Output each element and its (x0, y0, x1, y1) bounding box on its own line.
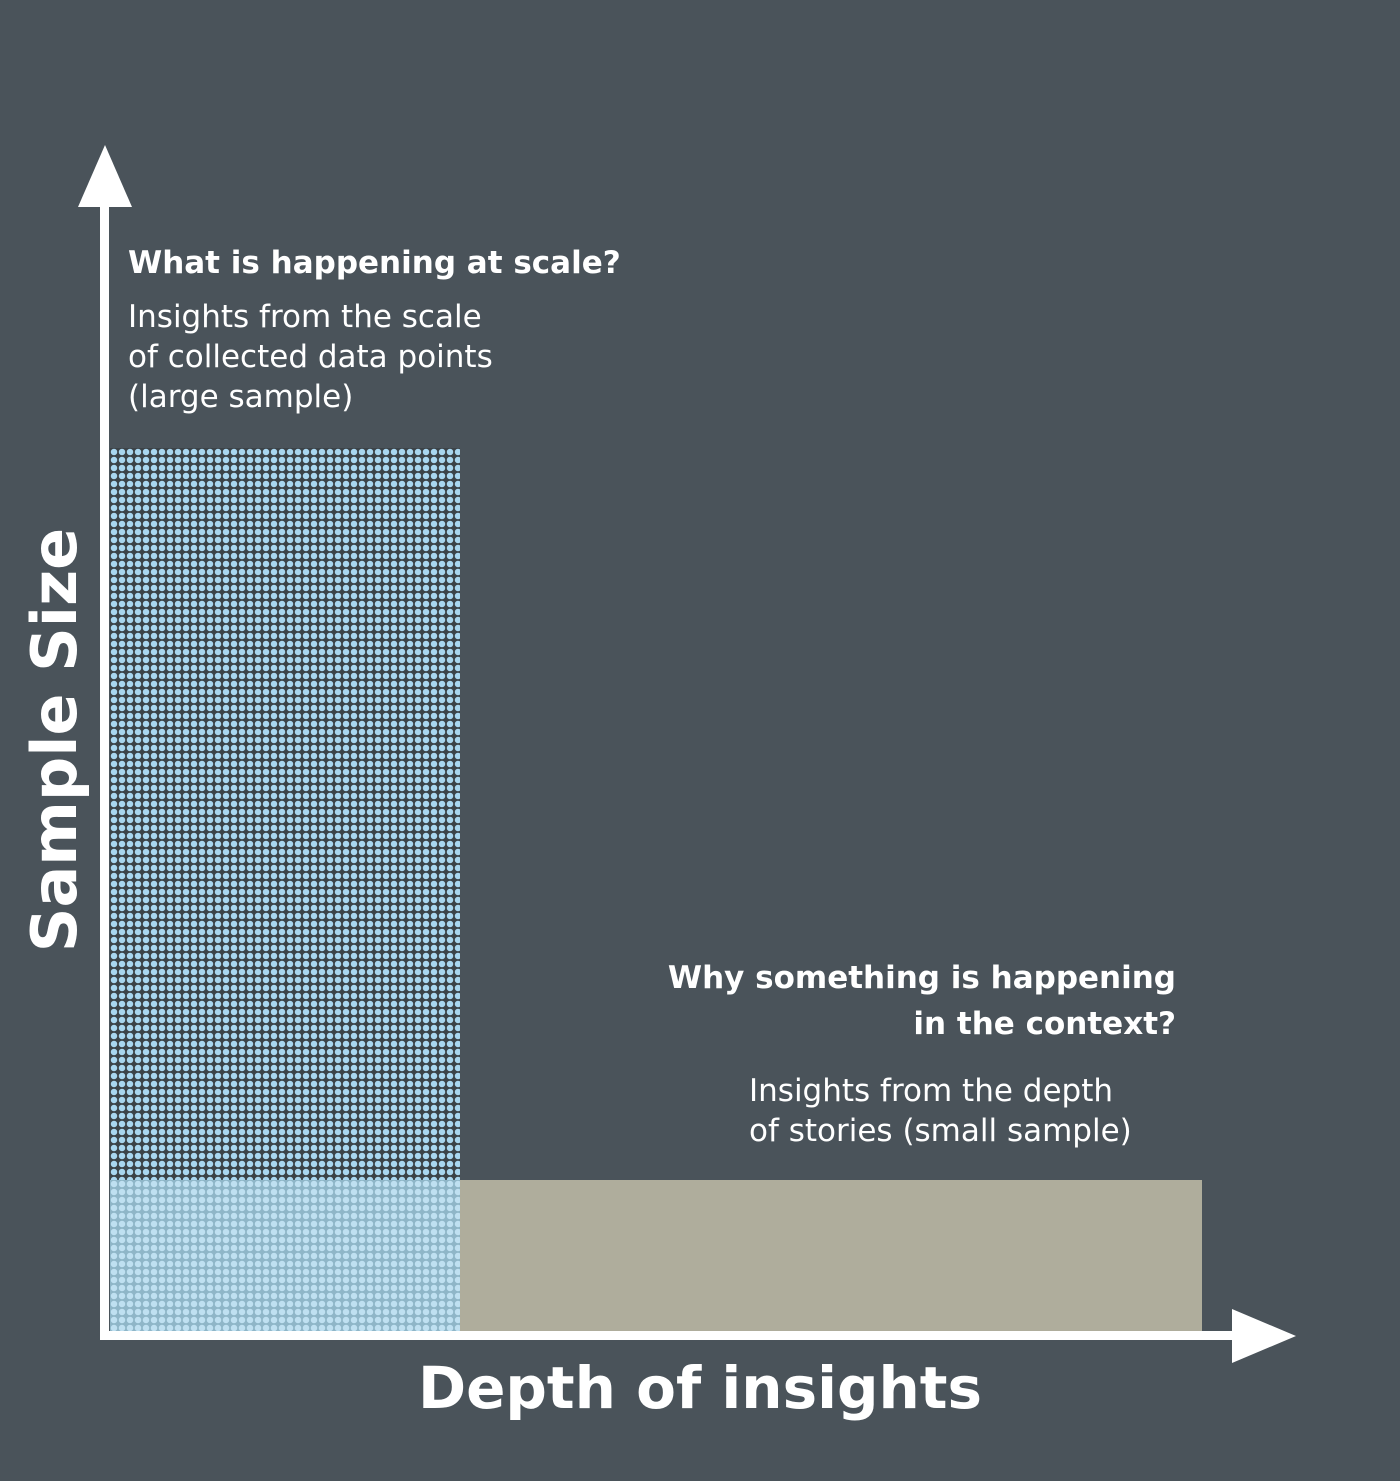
large-sample-description-line: (large sample) (128, 379, 354, 415)
small-sample-heading: Why something is happening in the contex… (668, 955, 1176, 1047)
small-sample-heading-line: Why something is happening (667, 960, 1176, 996)
overlap-region (110, 1180, 460, 1332)
large-sample-heading: What is happening at scale? (128, 245, 621, 281)
y-axis-line (100, 200, 109, 1340)
small-sample-heading-line: in the context? (913, 1006, 1176, 1042)
x-axis-line (100, 1331, 1250, 1340)
x-axis-label: Depth of insights (417, 1354, 983, 1422)
y-axis-label: Sample Size (18, 527, 91, 953)
small-sample-description-line: Insights from the depth (749, 1073, 1113, 1109)
large-sample-description-line: Insights from the scale (128, 299, 482, 335)
large-sample-description-line: of collected data points (128, 339, 493, 375)
arrow-right-icon (1232, 1309, 1296, 1363)
small-sample-block (460, 1180, 1202, 1332)
large-sample-description: Insights from the scale of collected dat… (128, 297, 493, 417)
arrow-up-icon (78, 145, 132, 207)
small-sample-description: Insights from the depth of stories (smal… (749, 1071, 1132, 1151)
small-sample-description-line: of stories (small sample) (749, 1113, 1132, 1149)
